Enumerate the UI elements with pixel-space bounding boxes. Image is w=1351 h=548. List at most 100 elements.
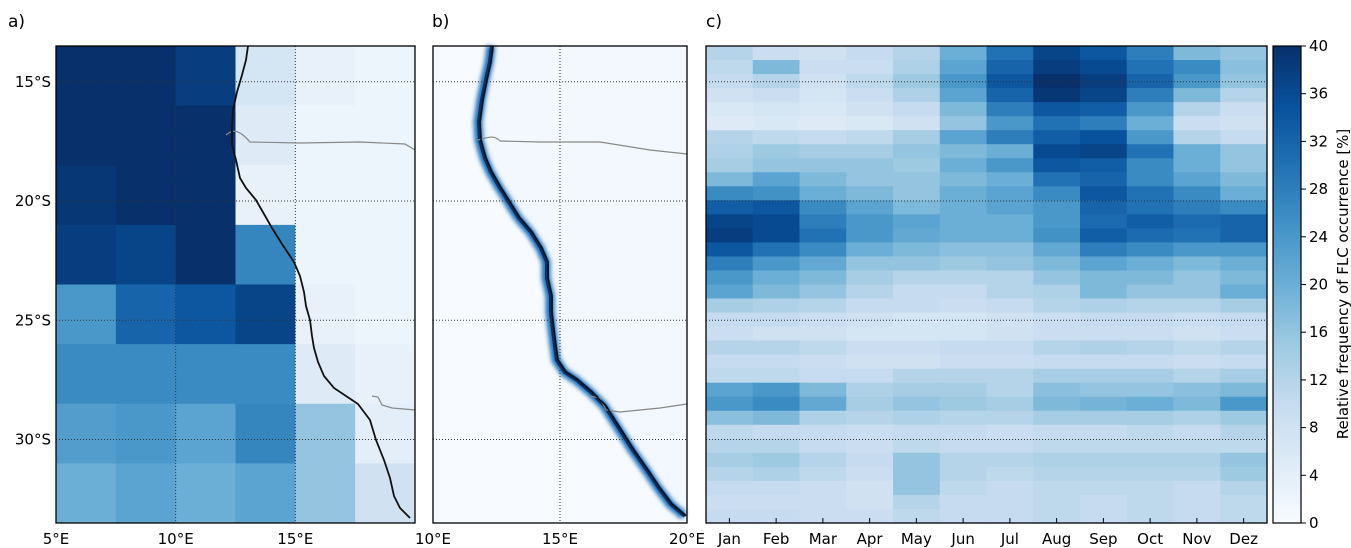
panel-c-cell (846, 186, 894, 201)
panel-c-cell (846, 242, 894, 258)
panel-c-cell (846, 382, 894, 398)
panel-c-month-label: Nov (1182, 530, 1211, 548)
panel-c-cell (1173, 60, 1221, 75)
panel-c-cell (1033, 158, 1081, 173)
panel-c-cell (706, 508, 754, 524)
panel-c-cell (846, 368, 894, 384)
panel-c-cell (799, 452, 847, 468)
panel-c-cell (1033, 186, 1081, 201)
panel-c-cell (1220, 438, 1268, 454)
panel-a-cell (175, 165, 236, 226)
panel-c-cell (1033, 298, 1081, 314)
panel-c-cell (1173, 340, 1221, 356)
panel-a-x-tick-label: 15°E (277, 530, 313, 548)
panel-c-cell (986, 130, 1034, 145)
panel-c-cell (706, 60, 754, 75)
panel-c-cell (752, 298, 801, 314)
panel-c-cell (1033, 354, 1081, 370)
panel-c-cell (1033, 74, 1081, 89)
panel-c-cell (893, 466, 941, 482)
panel-c-cell (986, 424, 1034, 440)
colorbar-tick-label: 28 (1309, 180, 1328, 198)
panel-c-cell (1126, 480, 1175, 496)
panel-c-cell (846, 424, 894, 440)
panel-c-cell (986, 480, 1034, 496)
panel-c-cell (939, 228, 988, 244)
panel-c-cell (706, 368, 754, 384)
panel-c-cell (1033, 424, 1081, 440)
panel-c-cell (752, 438, 801, 454)
panel-a-cell (56, 284, 117, 345)
panel-c-cell (1033, 368, 1081, 384)
panel-a-cell (56, 403, 117, 464)
panel-c-cell (939, 74, 988, 89)
panel-c-cell (986, 60, 1034, 75)
panel-c-cell (1033, 452, 1081, 468)
panel-a-coastline (231, 45, 411, 519)
panel-c-cell (1033, 466, 1081, 482)
panel-c-cell (1033, 410, 1081, 426)
panel-c-cell (939, 368, 988, 384)
panel-c-cell (799, 298, 847, 314)
panel-c-cell (752, 46, 801, 61)
panel-label-a: a) (8, 12, 25, 32)
panel-c-cell (939, 340, 988, 356)
panel-c-cell (706, 452, 754, 468)
panel-c-cell (1080, 88, 1128, 103)
panel-b-map: 10°E 15°E 20°E (415, 45, 705, 548)
panel-a-cell (56, 165, 117, 226)
panel-c-cell (939, 130, 988, 145)
panel-c-cell (1126, 298, 1175, 314)
panel-c-cell (1080, 256, 1128, 272)
panel-b-x-tick-label: 10°E (415, 530, 451, 548)
panel-c-cell (799, 200, 847, 215)
panel-a-cell (295, 165, 356, 226)
panel-c-cell (752, 452, 801, 468)
panel-label-c: c) (706, 12, 722, 32)
panel-c-cell (1080, 46, 1128, 61)
panel-c-cell (1173, 228, 1221, 244)
panel-c-cell (893, 494, 941, 510)
panel-c-month-label: Dez (1229, 530, 1258, 548)
panel-c-cell (799, 354, 847, 370)
panel-c-cell (1220, 102, 1268, 117)
panel-c-cell (939, 424, 988, 440)
panel-c-cell (1173, 214, 1221, 229)
panel-c-cell (1080, 172, 1128, 187)
panel-c-cell (986, 102, 1034, 117)
panel-c-cell (1080, 424, 1128, 440)
panel-c-cell (799, 270, 847, 286)
panel-c-cell (893, 200, 941, 215)
panel-c-cell (1173, 368, 1221, 384)
panel-c-cell (799, 102, 847, 117)
panel-c-cell (939, 256, 988, 272)
panel-a-cell (56, 46, 117, 107)
panel-c-cell (1220, 200, 1268, 215)
panel-c-cell (893, 298, 941, 314)
panel-c-cell (1126, 340, 1175, 356)
panel-a-border-line-south (371, 395, 416, 411)
panel-c-cell (893, 326, 941, 342)
panel-a-cell (175, 284, 236, 345)
panel-c-cell (799, 60, 847, 75)
panel-c-cell (939, 438, 988, 454)
panel-c-cell (986, 46, 1034, 61)
panel-c-cell (1080, 466, 1128, 482)
panel-c-cell (1080, 326, 1128, 342)
panel-a-cell (235, 224, 296, 285)
panel-c-cell (1220, 396, 1268, 412)
panel-c-cell (986, 158, 1034, 173)
panel-c-cell (1173, 508, 1221, 524)
panel-c-cell (986, 116, 1034, 131)
panel-c-cell (1173, 298, 1221, 314)
panel-c-cell (893, 396, 941, 412)
panel-a-cell (235, 105, 296, 166)
panel-c-cell (1126, 116, 1175, 131)
panel-c-cell (752, 480, 801, 496)
panel-c-cell (1033, 88, 1081, 103)
panel-c-cell (752, 60, 801, 75)
panel-a-y-tick-label: 30°S (15, 431, 51, 449)
panel-c-cell (799, 438, 847, 454)
panel-c-cell (1173, 46, 1221, 61)
panel-c-cell (1220, 242, 1268, 258)
